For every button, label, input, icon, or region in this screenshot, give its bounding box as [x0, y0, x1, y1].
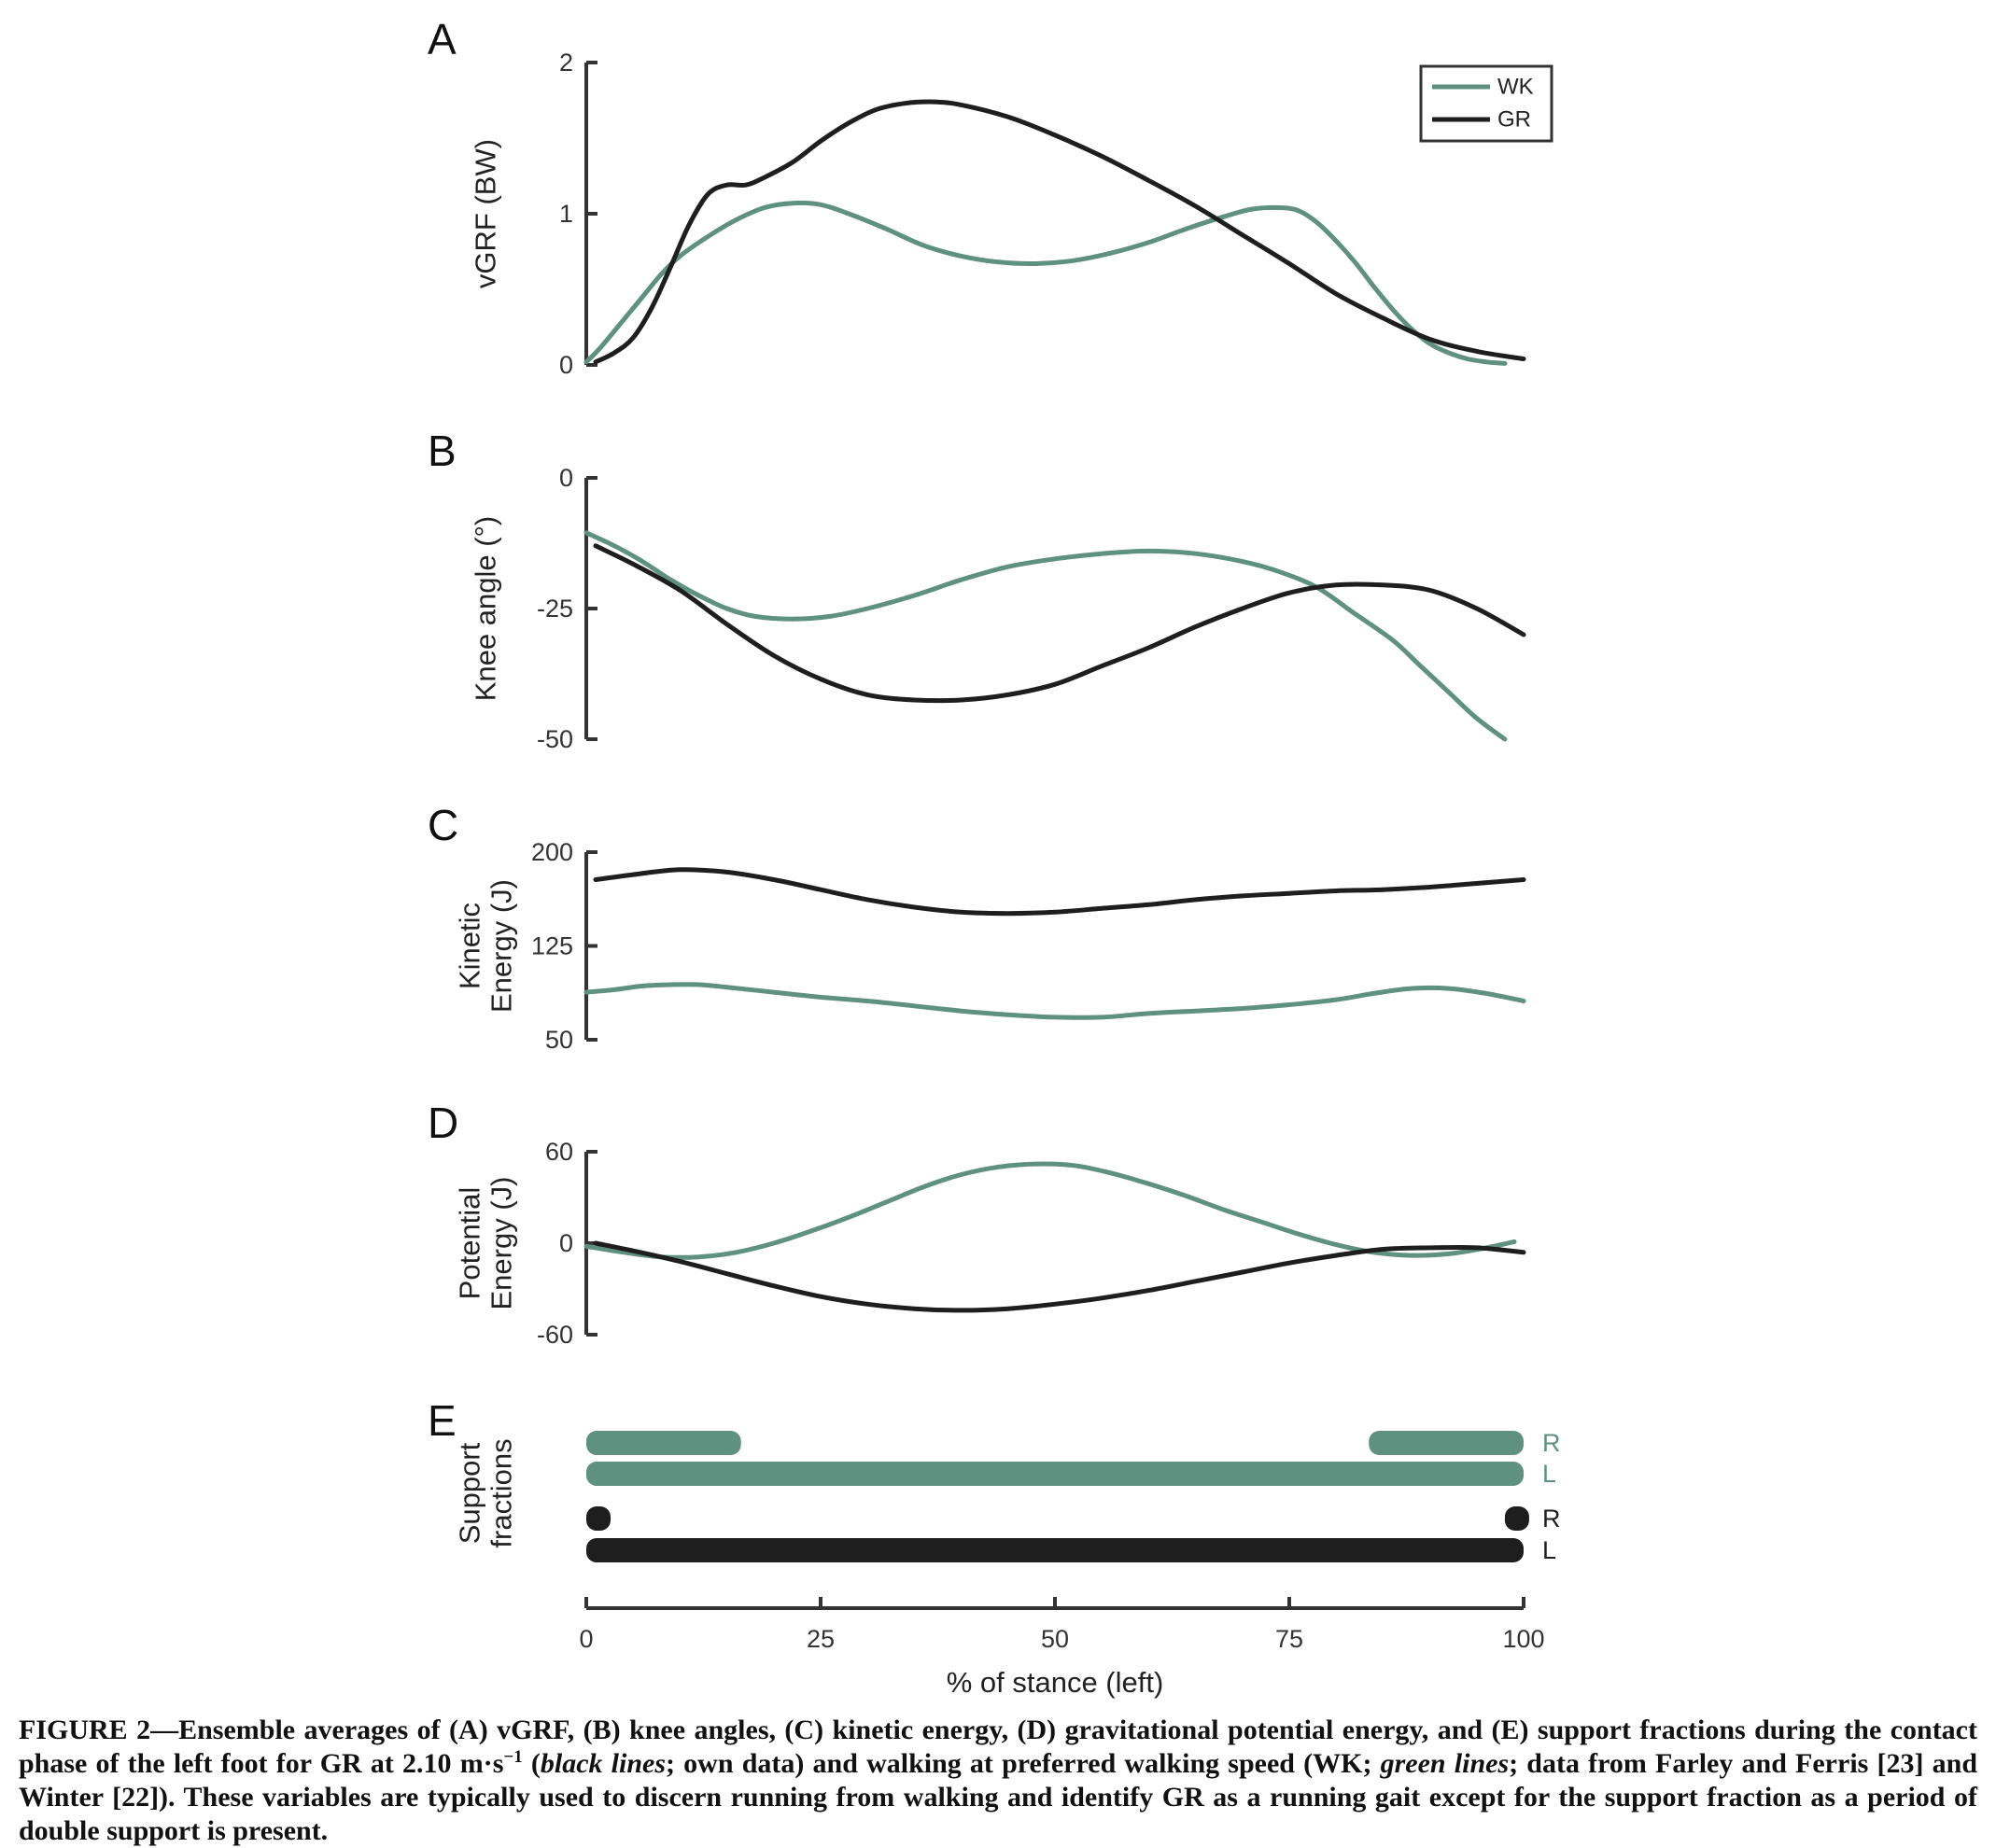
- panel-c-ytick-label: 50: [545, 1026, 573, 1054]
- panel-b: B -50 -25 0 Knee angle (°): [428, 427, 1526, 753]
- panel-b-ytick-label: 0: [559, 464, 573, 492]
- panel-b-letter: B: [428, 427, 457, 475]
- panel-d: D -60 0 60 Potential Energy (J): [428, 1099, 1526, 1349]
- panel-e-bar-gr-l: [586, 1538, 1524, 1562]
- panel-e-bar-wk-r: [1369, 1431, 1524, 1455]
- panel-e-ylabel-line-1: Support: [454, 1442, 486, 1544]
- panel-d-series-gr: [593, 1240, 1526, 1313]
- panel-d-ytick-label: 0: [559, 1229, 573, 1257]
- panel-d-ylabel-line-2: Energy (J): [485, 1177, 518, 1310]
- caption-tail: ; data from Farley and Ferris [23] and W…: [19, 1748, 1978, 1846]
- panel-c-ytick-label: 200: [531, 838, 573, 866]
- x-tick-label: 50: [1041, 1625, 1069, 1653]
- panel-c-ylabel-line-2: Energy (J): [485, 879, 518, 1013]
- x-tick-label: 0: [579, 1625, 593, 1653]
- panel-a-ytick-label: 0: [559, 351, 573, 379]
- legend-label-wk: WK: [1497, 75, 1534, 100]
- caption-exponent: −1: [503, 1747, 523, 1767]
- panel-a: A 0 1 2 vGRF (BW): [428, 15, 1526, 379]
- panel-c-ylabel-line-1: Kinetic: [454, 903, 486, 989]
- panel-b-ylabel: Knee angle (°): [470, 516, 502, 702]
- panel-e-bar-label: R: [1542, 1429, 1561, 1457]
- panel-a-ytick-label: 1: [559, 200, 573, 228]
- panel-b-series-gr: [593, 543, 1526, 704]
- panel-c-series-wk: [583, 982, 1526, 1020]
- panel-e-bar-wk-r: [586, 1431, 741, 1455]
- panel-b-ylabel-line-1: Knee angle (°): [470, 516, 502, 702]
- panel-e-bar-gr-r: [586, 1506, 611, 1531]
- caption-black-lines: black lines: [540, 1748, 667, 1779]
- panel-b-series-wk: [583, 530, 1508, 742]
- panel-b-ytick-label: -50: [537, 725, 573, 753]
- panel-a-ylabel: vGRF (BW): [470, 139, 502, 288]
- panel-a-ytick-label: 2: [559, 49, 573, 77]
- panel-a-ylabel-line-1: vGRF (BW): [470, 139, 502, 288]
- x-tick-label: 25: [807, 1625, 835, 1653]
- panel-d-letter: D: [428, 1099, 458, 1147]
- legend-label-gr: GR: [1497, 107, 1531, 133]
- caption-lead: FIGURE 2—Ensemble averages of (A) vGRF, …: [19, 1715, 1977, 1779]
- panel-c-ylabel: Kinetic Energy (J): [454, 879, 518, 1013]
- panel-c-ytick-label: 125: [531, 932, 573, 960]
- panel-d-ytick-label: -60: [537, 1321, 573, 1349]
- x-axis-label: % of stance (left): [947, 1666, 1164, 1699]
- panel-e-bar-label: L: [1542, 1460, 1556, 1488]
- x-tick-label: 100: [1502, 1625, 1544, 1653]
- panel-b-ytick-label: -25: [537, 595, 573, 623]
- panel-e-bar-gr-r: [1504, 1506, 1529, 1531]
- legend: WK GR: [1419, 64, 1553, 143]
- caption-green-lines: green lines: [1380, 1748, 1510, 1779]
- figure-caption: FIGURE 2—Ensemble averages of (A) vGRF, …: [19, 1714, 1977, 1848]
- panel-d-series-wk: [583, 1161, 1517, 1260]
- panel-d-ylabel: Potential Energy (J): [454, 1177, 518, 1310]
- panel-e-bar-label: L: [1542, 1536, 1556, 1564]
- panel-a-series-wk: [583, 200, 1508, 366]
- panel-d-ylabel-line-1: Potential: [454, 1187, 486, 1300]
- panel-a-series-gr: [593, 99, 1526, 365]
- panel-c-letter: C: [428, 801, 458, 849]
- panel-c: C 50 125 200 Kinetic Energy (J): [428, 801, 1526, 1054]
- caption-open-paren: (: [522, 1748, 541, 1779]
- panel-a-letter: A: [428, 15, 457, 63]
- panel-d-ytick-label: 60: [545, 1138, 573, 1166]
- caption-mid: ; own data) and walking at preferred wal…: [666, 1748, 1381, 1779]
- panel-e-ylabel: Support fractions: [454, 1438, 518, 1547]
- panel-e-bar-wk-l: [586, 1462, 1524, 1486]
- x-tick-label: 75: [1275, 1625, 1303, 1653]
- legend-box: [1419, 64, 1553, 143]
- panel-e-ylabel-line-2: fractions: [485, 1438, 518, 1547]
- panel-c-series-gr: [593, 867, 1526, 917]
- panel-e-letter: E: [428, 1396, 457, 1445]
- panel-e-bar-label: R: [1542, 1505, 1561, 1533]
